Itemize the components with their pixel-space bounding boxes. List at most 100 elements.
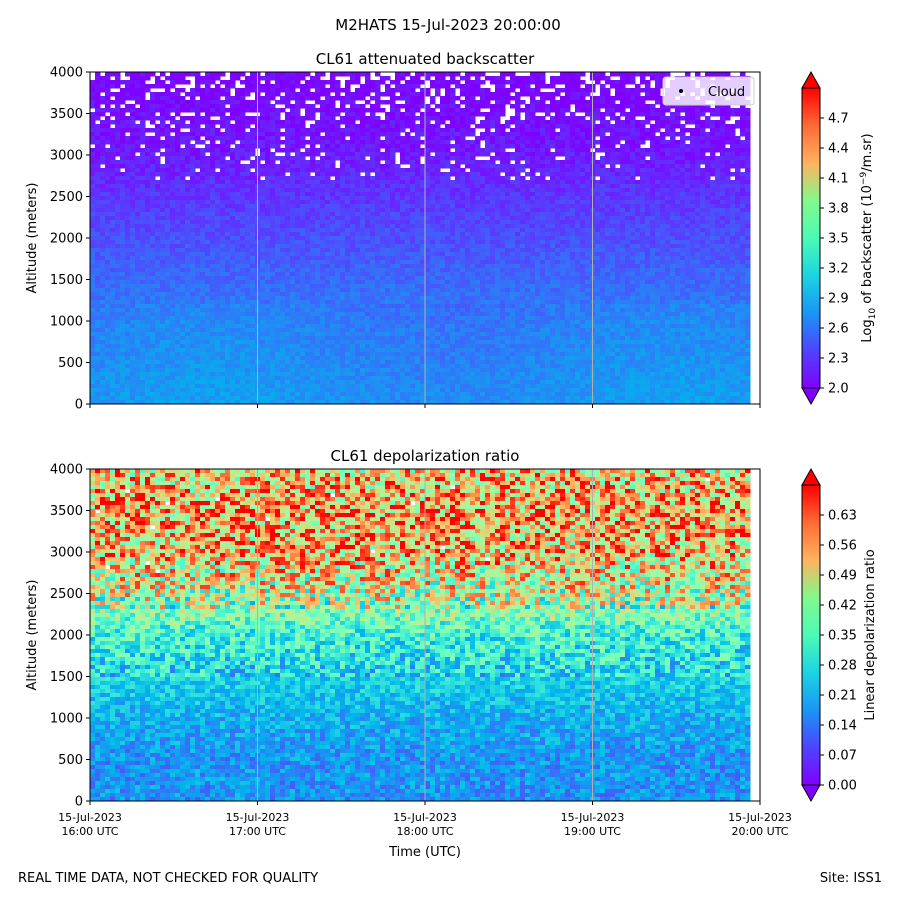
- heatmap-cell: [715, 128, 721, 133]
- heatmap-cell: [345, 84, 351, 89]
- heatmap-cell: [320, 184, 326, 189]
- heatmap-cell: [235, 208, 241, 213]
- heatmap-cell: [420, 236, 426, 241]
- heatmap-cell: [585, 224, 591, 229]
- heatmap-cell: [515, 120, 521, 125]
- heatmap-cell: [405, 140, 411, 145]
- heatmap-cell: [550, 180, 556, 185]
- heatmap-cell: [535, 180, 541, 185]
- heatmap-cell: [150, 164, 156, 169]
- heatmap-cell: [115, 72, 121, 77]
- heatmap-cell: [695, 208, 701, 213]
- heatmap-cell: [280, 192, 286, 197]
- heatmap-cell: [405, 92, 411, 97]
- heatmap-cell: [555, 112, 561, 117]
- heatmap-cell: [290, 164, 296, 169]
- heatmap-cell: [260, 124, 266, 129]
- heatmap-cell: [340, 196, 346, 201]
- heatmap-cell: [145, 208, 151, 213]
- heatmap-cell: [445, 104, 451, 109]
- heatmap-cell: [495, 96, 501, 101]
- heatmap-cell: [330, 204, 336, 209]
- heatmap-cell: [505, 188, 511, 193]
- heatmap-cell: [185, 196, 191, 201]
- heatmap-cell: [450, 220, 456, 225]
- heatmap-cell: [250, 172, 256, 177]
- heatmap-cell: [160, 144, 166, 149]
- heatmap-cell: [410, 76, 416, 81]
- heatmap-cell: [235, 232, 241, 237]
- heatmap-cell: [105, 172, 111, 177]
- heatmap-cell: [200, 188, 206, 193]
- heatmap-cell: [585, 160, 591, 165]
- heatmap-cell: [480, 172, 486, 177]
- heatmap-cell: [185, 168, 191, 173]
- heatmap-cell: [205, 188, 211, 193]
- heatmap-cell: [180, 224, 186, 229]
- heatmap-cell: [645, 160, 651, 165]
- heatmap-cell: [385, 76, 391, 81]
- heatmap-cell: [445, 116, 451, 121]
- heatmap-cell: [405, 176, 411, 181]
- heatmap-cell: [670, 136, 676, 141]
- heatmap-cell: [295, 92, 301, 97]
- heatmap-cell: [735, 228, 741, 233]
- heatmap-cell: [435, 120, 441, 125]
- heatmap-cell: [385, 172, 391, 177]
- heatmap-cell: [710, 132, 716, 137]
- heatmap-cell: [695, 124, 701, 129]
- heatmap-cell: [600, 164, 606, 169]
- heatmap-cell: [585, 128, 591, 133]
- heatmap-cell: [715, 172, 721, 177]
- heatmap-cell: [200, 132, 206, 137]
- heatmap-cell: [300, 212, 306, 217]
- heatmap-cell: [570, 208, 576, 213]
- heatmap-cell: [675, 108, 681, 113]
- heatmap-cell: [430, 232, 436, 237]
- heatmap-cell: [675, 232, 681, 237]
- heatmap-cell: [640, 228, 646, 233]
- heatmap-cell: [200, 220, 206, 225]
- heatmap-cell: [105, 152, 111, 157]
- heatmap-cell: [175, 172, 181, 177]
- heatmap-cell: [690, 188, 696, 193]
- heatmap-cell: [140, 204, 146, 209]
- heatmap-cell: [580, 156, 586, 161]
- heatmap-cell: [215, 100, 221, 105]
- heatmap-cell: [260, 180, 266, 185]
- heatmap-cell: [125, 120, 131, 125]
- heatmap-cell: [605, 80, 611, 85]
- heatmap-cell: [515, 224, 521, 229]
- heatmap-cell: [300, 180, 306, 185]
- heatmap-cell: [535, 216, 541, 221]
- heatmap-cell: [290, 136, 296, 141]
- heatmap-cell: [575, 184, 581, 189]
- heatmap-cell: [140, 220, 146, 225]
- heatmap-cell: [535, 196, 541, 201]
- heatmap-cell: [730, 132, 736, 137]
- heatmap-cell: [495, 80, 501, 85]
- heatmap-cell: [400, 148, 406, 153]
- heatmap-cell: [715, 164, 721, 169]
- heatmap-cell: [350, 204, 356, 209]
- heatmap-cell: [605, 100, 611, 105]
- heatmap-cell: [425, 196, 431, 201]
- heatmap-cell: [90, 236, 96, 241]
- heatmap-cell: [575, 212, 581, 217]
- heatmap-cell: [435, 148, 441, 153]
- heatmap-cell: [625, 220, 631, 225]
- heatmap-cell: [440, 96, 446, 101]
- heatmap-cell: [530, 120, 536, 125]
- heatmap-cell: [650, 88, 656, 93]
- heatmap-cell: [675, 124, 681, 129]
- heatmap-cell: [515, 84, 521, 89]
- heatmap-cell: [450, 200, 456, 205]
- heatmap-cell: [580, 180, 586, 185]
- heatmap-cell: [425, 164, 431, 169]
- heatmap-cell: [400, 172, 406, 177]
- heatmap-cell: [130, 92, 136, 97]
- heatmap-cell: [325, 132, 331, 137]
- heatmap-cell: [150, 136, 156, 141]
- heatmap-cell: [430, 96, 436, 101]
- heatmap-cell: [700, 232, 706, 237]
